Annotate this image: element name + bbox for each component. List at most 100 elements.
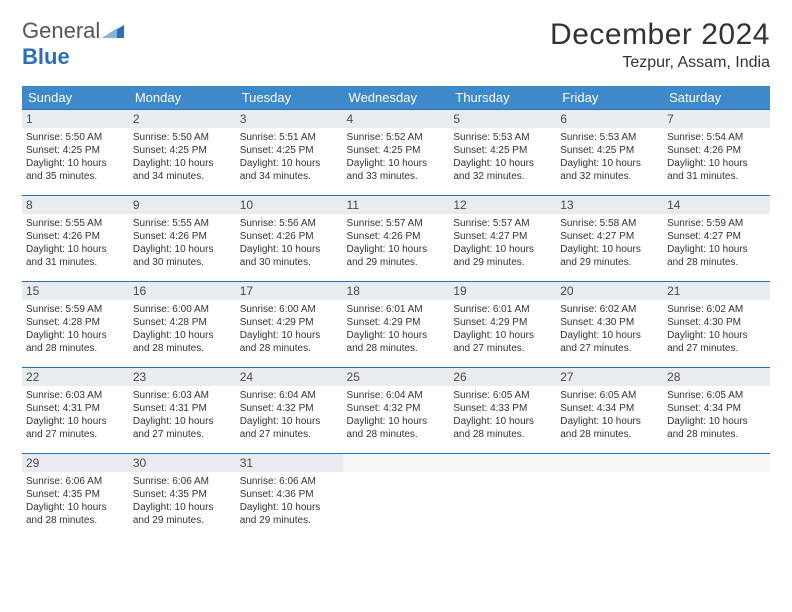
day-info: Sunrise: 5:56 AMSunset: 4:26 PMDaylight:… (240, 217, 339, 269)
day-info: Sunrise: 6:05 AMSunset: 4:33 PMDaylight:… (453, 389, 552, 441)
day-info: Sunrise: 6:04 AMSunset: 4:32 PMDaylight:… (347, 389, 446, 441)
day-info: Sunrise: 6:06 AMSunset: 4:36 PMDaylight:… (240, 475, 339, 527)
day-info: Sunrise: 5:50 AMSunset: 4:25 PMDaylight:… (133, 131, 232, 183)
calendar-cell: 7 Sunrise: 5:54 AMSunset: 4:26 PMDaylight… (663, 110, 770, 196)
day-number: 30 (129, 454, 236, 472)
calendar-cell: 22 Sunrise: 6:03 AMSunset: 4:31 PMDayligh… (22, 368, 129, 454)
calendar-cell: 12 Sunrise: 5:57 AMSunset: 4:27 PMDayligh… (449, 196, 556, 282)
day-number (556, 454, 663, 472)
calendar-row: 1Sunrise: 5:50 AMSunset: 4:25 PMDaylight… (22, 110, 770, 196)
day-info: Sunrise: 6:01 AMSunset: 4:29 PMDaylight:… (453, 303, 552, 355)
day-info: Sunrise: 5:52 AMSunset: 4:25 PMDaylight:… (347, 131, 446, 183)
day-number (343, 454, 450, 472)
calendar-row: 22 Sunrise: 6:03 AMSunset: 4:31 PMDayligh… (22, 368, 770, 454)
day-number: 13 (556, 196, 663, 214)
header: General December 2024 Tezpur, Assam, Ind… (22, 18, 770, 72)
weekday-header: Saturday (663, 86, 770, 110)
day-number: 16 (129, 282, 236, 300)
day-number: 28 (663, 368, 770, 386)
calendar-cell: 18 Sunrise: 6:01 AMSunset: 4:29 PMDayligh… (343, 282, 450, 368)
calendar-cell: 21 Sunrise: 6:02 AMSunset: 4:30 PMDayligh… (663, 282, 770, 368)
day-number: 6 (556, 110, 663, 128)
title-block: December 2024 Tezpur, Assam, India (550, 18, 770, 72)
location: Tezpur, Assam, India (550, 54, 770, 72)
calendar-cell: 8 Sunrise: 5:55 AMSunset: 4:26 PMDaylight… (22, 196, 129, 282)
day-number: 25 (343, 368, 450, 386)
day-number: 8 (22, 196, 129, 214)
day-number: 22 (22, 368, 129, 386)
calendar-cell: 17Sunrise: 6:00 AMSunset: 4:29 PMDayligh… (236, 282, 343, 368)
calendar-cell: 20 Sunrise: 6:02 AMSunset: 4:30 PMDayligh… (556, 282, 663, 368)
day-info: Sunrise: 6:00 AMSunset: 4:29 PMDaylight:… (240, 303, 339, 355)
day-number: 7 (663, 110, 770, 128)
calendar-cell: 28 Sunrise: 6:05 AMSunset: 4:34 PMDayligh… (663, 368, 770, 454)
logo-part2: Blue (22, 44, 70, 69)
calendar-cell (343, 454, 450, 540)
day-info: Sunrise: 6:02 AMSunset: 4:30 PMDaylight:… (667, 303, 766, 355)
day-number: 14 (663, 196, 770, 214)
day-number: 19 (449, 282, 556, 300)
calendar-cell (556, 454, 663, 540)
day-number: 3 (236, 110, 343, 128)
day-number: 5 (449, 110, 556, 128)
day-info: Sunrise: 6:01 AMSunset: 4:29 PMDaylight:… (347, 303, 446, 355)
day-number: 12 (449, 196, 556, 214)
month-title: December 2024 (550, 18, 770, 52)
calendar-cell: 11 Sunrise: 5:57 AMSunset: 4:26 PMDayligh… (343, 196, 450, 282)
day-info: Sunrise: 6:05 AMSunset: 4:34 PMDaylight:… (560, 389, 659, 441)
calendar-cell: 25 Sunrise: 6:04 AMSunset: 4:32 PMDayligh… (343, 368, 450, 454)
calendar-cell: 2 Sunrise: 5:50 AMSunset: 4:25 PMDaylight… (129, 110, 236, 196)
day-number: 29 (22, 454, 129, 472)
day-info: Sunrise: 6:02 AMSunset: 4:30 PMDaylight:… (560, 303, 659, 355)
calendar-cell: 1Sunrise: 5:50 AMSunset: 4:25 PMDaylight… (22, 110, 129, 196)
day-number: 2 (129, 110, 236, 128)
day-info: Sunrise: 5:57 AMSunset: 4:27 PMDaylight:… (453, 217, 552, 269)
logo-sub: Blue (22, 44, 70, 70)
day-number: 23 (129, 368, 236, 386)
day-info: Sunrise: 5:54 AMSunset: 4:26 PMDaylight:… (667, 131, 766, 183)
day-info: Sunrise: 6:03 AMSunset: 4:31 PMDaylight:… (26, 389, 125, 441)
day-info: Sunrise: 6:06 AMSunset: 4:35 PMDaylight:… (26, 475, 125, 527)
day-number: 18 (343, 282, 450, 300)
day-number: 11 (343, 196, 450, 214)
calendar-cell: 10 Sunrise: 5:56 AMSunset: 4:26 PMDayligh… (236, 196, 343, 282)
day-info: Sunrise: 5:55 AMSunset: 4:26 PMDaylight:… (133, 217, 232, 269)
day-number: 31 (236, 454, 343, 472)
day-number: 20 (556, 282, 663, 300)
day-info: Sunrise: 6:06 AMSunset: 4:35 PMDaylight:… (133, 475, 232, 527)
day-number: 24 (236, 368, 343, 386)
day-number: 15 (22, 282, 129, 300)
day-number: 21 (663, 282, 770, 300)
day-info: Sunrise: 5:53 AMSunset: 4:25 PMDaylight:… (453, 131, 552, 183)
weekday-header: Wednesday (343, 86, 450, 110)
logo-part1: General (22, 18, 100, 44)
calendar-cell: 15 Sunrise: 5:59 AMSunset: 4:28 PMDayligh… (22, 282, 129, 368)
calendar-cell: 24Sunrise: 6:04 AMSunset: 4:32 PMDayligh… (236, 368, 343, 454)
weekday-header: Monday (129, 86, 236, 110)
day-info: Sunrise: 5:59 AMSunset: 4:27 PMDaylight:… (667, 217, 766, 269)
weekday-header: Thursday (449, 86, 556, 110)
calendar-cell (449, 454, 556, 540)
calendar-cell: 27 Sunrise: 6:05 AMSunset: 4:34 PMDayligh… (556, 368, 663, 454)
weekday-header: Friday (556, 86, 663, 110)
day-number: 27 (556, 368, 663, 386)
day-info: Sunrise: 6:05 AMSunset: 4:34 PMDaylight:… (667, 389, 766, 441)
day-number: 10 (236, 196, 343, 214)
day-info: Sunrise: 5:57 AMSunset: 4:26 PMDaylight:… (347, 217, 446, 269)
calendar-cell: 14 Sunrise: 5:59 AMSunset: 4:27 PMDayligh… (663, 196, 770, 282)
day-number: 4 (343, 110, 450, 128)
day-info: Sunrise: 5:58 AMSunset: 4:27 PMDaylight:… (560, 217, 659, 269)
calendar-cell: 26Sunrise: 6:05 AMSunset: 4:33 PMDayligh… (449, 368, 556, 454)
day-info: Sunrise: 5:59 AMSunset: 4:28 PMDaylight:… (26, 303, 125, 355)
calendar-cell: 9 Sunrise: 5:55 AMSunset: 4:26 PMDaylight… (129, 196, 236, 282)
day-info: Sunrise: 6:00 AMSunset: 4:28 PMDaylight:… (133, 303, 232, 355)
calendar-cell: 16 Sunrise: 6:00 AMSunset: 4:28 PMDayligh… (129, 282, 236, 368)
calendar-cell: 5 Sunrise: 5:53 AMSunset: 4:25 PMDaylight… (449, 110, 556, 196)
weekday-header: Tuesday (236, 86, 343, 110)
calendar-cell: 30 Sunrise: 6:06 AMSunset: 4:35 PMDayligh… (129, 454, 236, 540)
logo-triangle-icon (102, 22, 124, 43)
day-info: Sunrise: 5:50 AMSunset: 4:25 PMDaylight:… (26, 131, 125, 183)
day-info: Sunrise: 5:55 AMSunset: 4:26 PMDaylight:… (26, 217, 125, 269)
calendar-cell: 23Sunrise: 6:03 AMSunset: 4:31 PMDayligh… (129, 368, 236, 454)
day-number: 9 (129, 196, 236, 214)
